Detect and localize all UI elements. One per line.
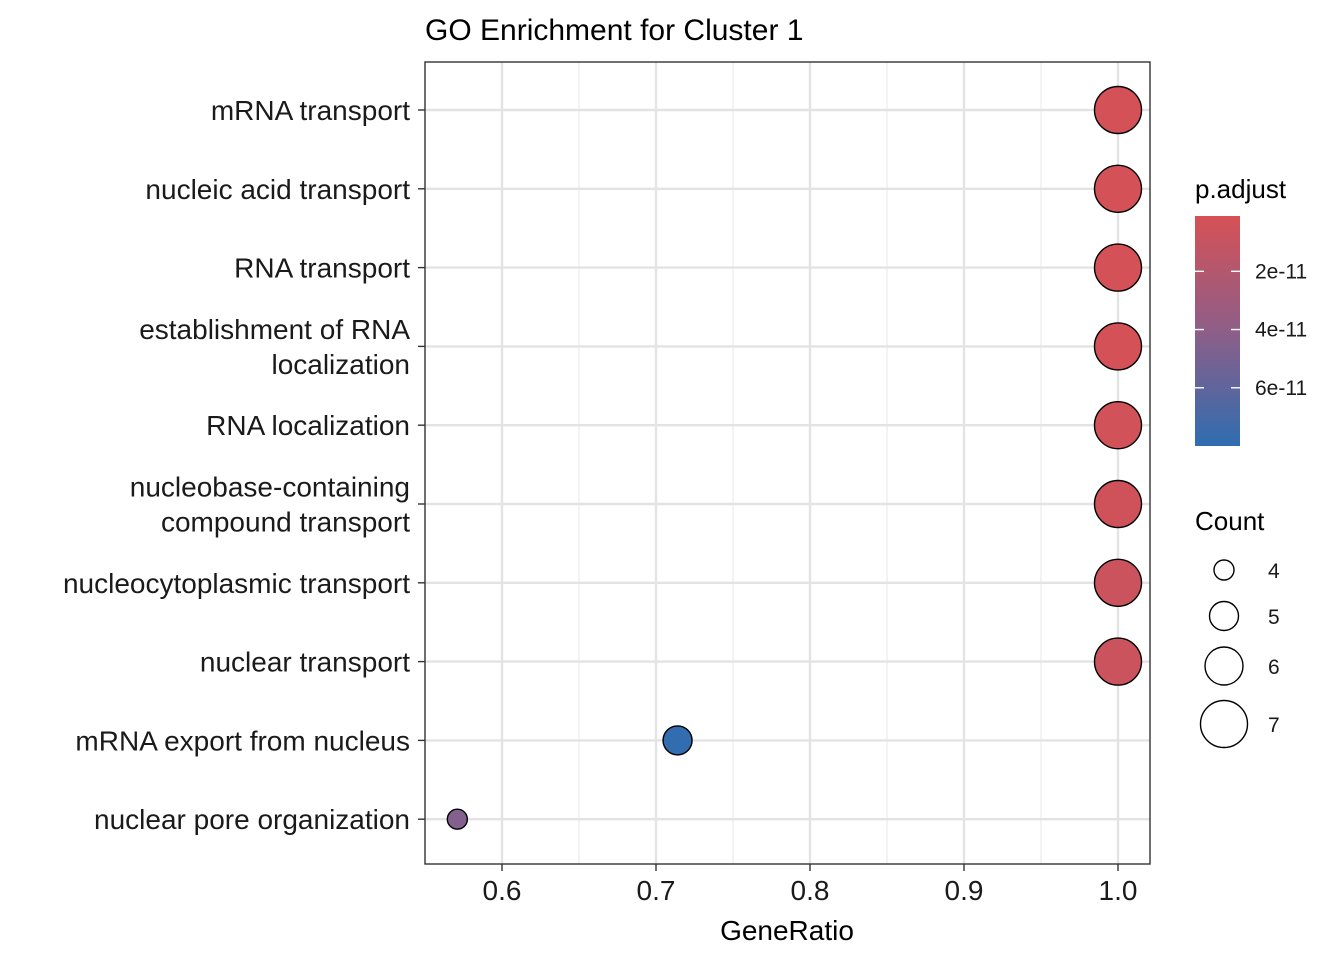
legend-p-adjust-title: p.adjust <box>1195 174 1287 204</box>
y-tick-label-line: nuclear pore organization <box>94 804 410 835</box>
legend-count-key-4 <box>1213 559 1235 581</box>
legend-p-adjust: p.adjust 2e-11 4e-11 6e-11 <box>1195 174 1307 446</box>
data-point-4 <box>1093 322 1143 371</box>
y-tick-label: nucleocytoplasmic transport <box>63 568 410 599</box>
y-tick-label-line: RNA transport <box>234 253 410 284</box>
y-tick-label-line: mRNA export from nucleus <box>75 725 410 756</box>
y-tick-label: RNA localization <box>206 410 410 441</box>
colorbar-tick-label: 6e-11 <box>1255 377 1307 400</box>
y-tick-label: mRNA transport <box>211 95 410 126</box>
x-tick-label: 0.7 <box>637 875 676 906</box>
legend-colorbar <box>1195 216 1240 446</box>
x-tick-label: 1.0 <box>1099 875 1138 906</box>
data-point-10 <box>446 808 469 830</box>
x-axis-label: GeneRatio <box>720 915 854 946</box>
y-tick-label: nucleic acid transport <box>145 174 410 205</box>
legend-count-label: 4 <box>1268 560 1280 583</box>
legend-count-label: 5 <box>1268 606 1280 629</box>
legend-count: Count 4 5 6 7 <box>1195 506 1280 749</box>
y-tick-label: RNA transport <box>234 253 410 284</box>
y-tick-label: nucleobase-containing compound transport <box>130 472 410 538</box>
x-axis: 0.6 0.7 0.8 0.9 1.0 <box>483 864 1138 906</box>
legend-count-label: 6 <box>1268 656 1280 679</box>
colorbar-tick-label: 2e-11 <box>1255 260 1307 283</box>
y-tick-label-line: nucleocytoplasmic transport <box>63 568 410 599</box>
panel-border <box>424 61 1151 865</box>
data-point-1 <box>1093 85 1143 135</box>
data-point-8 <box>1093 637 1143 686</box>
legend-count-key-5 <box>1208 600 1240 632</box>
y-tick-label: nuclear transport <box>200 647 410 678</box>
y-tick-label-line: establishment of RNA <box>139 314 410 345</box>
y-tick-label-line: compound transport <box>161 507 410 538</box>
legend-count-label: 7 <box>1268 714 1280 737</box>
data-point-2 <box>1093 164 1143 214</box>
y-tick-label-line: nucleic acid transport <box>145 174 410 205</box>
x-tick-label: 0.8 <box>791 875 830 906</box>
y-tick-label: mRNA export from nucleus <box>75 725 410 756</box>
y-tick-label-line: nuclear transport <box>200 647 410 678</box>
data-point-7 <box>1093 558 1143 607</box>
data-points <box>446 85 1143 830</box>
y-tick-label-line: mRNA transport <box>211 95 410 126</box>
legend-count-key-6 <box>1204 646 1244 686</box>
y-tick-label-line: nucleobase-containing <box>130 472 410 503</box>
plot-panel <box>425 62 1150 864</box>
data-point-9 <box>662 725 693 756</box>
panel-background <box>425 62 1150 864</box>
y-tick-label: nuclear pore organization <box>94 804 410 835</box>
y-axis: mRNA transport nucleic acid transport RNA … <box>63 95 425 835</box>
panel-outline <box>424 61 1151 865</box>
data-point-5 <box>1093 401 1143 450</box>
legend-count-key-7 <box>1199 699 1249 749</box>
colorbar-tick-label: 4e-11 <box>1255 319 1307 342</box>
y-tick-label: establishment of RNA localization <box>139 314 410 380</box>
legend-count-title: Count <box>1195 506 1265 536</box>
x-tick-label: 0.6 <box>483 875 522 906</box>
y-tick-label-line: RNA localization <box>206 410 410 441</box>
chart-title: GO Enrichment for Cluster 1 <box>425 14 803 47</box>
data-point-3 <box>1093 243 1143 292</box>
y-tick-label-line: localization <box>271 349 410 380</box>
x-tick-label: 0.9 <box>945 875 984 906</box>
data-point-6 <box>1093 479 1143 529</box>
